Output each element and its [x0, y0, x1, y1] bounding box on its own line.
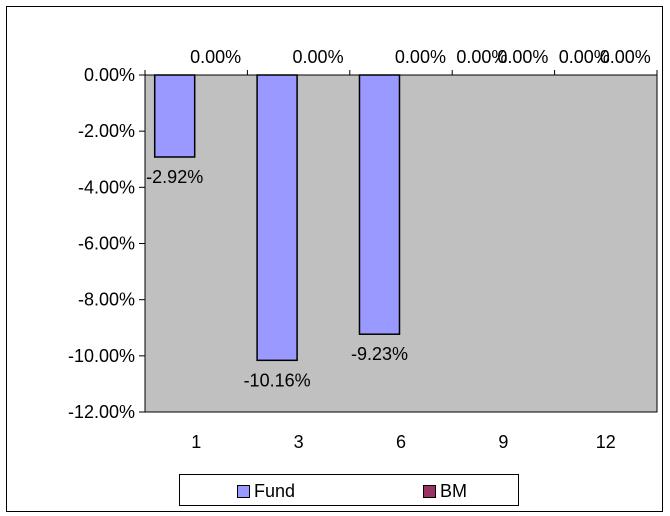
bars: [153, 74, 401, 362]
legend-label-bm: BM: [440, 481, 467, 501]
legend: Fund BM: [179, 474, 519, 506]
legend-label-fund: Fund: [254, 481, 296, 501]
plot-area: [144, 74, 658, 413]
legend-item-bm: BM: [423, 481, 467, 502]
x-tick-label: 9: [498, 432, 508, 452]
y-axis: 0.00% -2.00% -4.00% -6.00% -8.00% -10.00% -12.…: [68, 65, 146, 422]
data-labels: -2.92%-10.16%-9.23%0.00% 0.00%0.00% 0.00% 0…: [146, 47, 651, 390]
data-label: -10.16%: [244, 370, 311, 390]
y-tick-label: 0.00%: [84, 65, 135, 85]
data-label: -9.23%: [351, 344, 408, 364]
legend-item-fund: Fund: [237, 481, 295, 502]
x-axis: 1 3 6 9 12: [144, 70, 658, 452]
y-tick-label: -4.00%: [78, 177, 135, 197]
y-tick-label: -6.00%: [78, 234, 135, 254]
data-label: 0.00%: [600, 47, 651, 67]
y-tick-label: -8.00%: [78, 290, 135, 310]
x-tick-label: 6: [396, 432, 406, 452]
x-tick-label: 12: [596, 432, 616, 452]
bar-fund-1: [153, 74, 196, 158]
y-tick-label: -10.00%: [68, 346, 135, 366]
data-label: 0.00%: [395, 47, 446, 67]
x-tick-label: 3: [294, 432, 304, 452]
y-tick-label: -12.00%: [68, 402, 135, 422]
data-label: 0.00%: [559, 47, 610, 67]
data-label: -2.92%: [146, 167, 203, 187]
data-label: 0.00%: [190, 47, 241, 67]
legend-swatch-fund: [237, 485, 250, 498]
y-tick-label: -2.00%: [78, 121, 135, 141]
x-tick-label: 1: [191, 432, 201, 452]
data-label: 0.00%: [497, 47, 548, 67]
bar-fund-3: [256, 74, 298, 362]
legend-swatch-bm: [423, 485, 436, 498]
bar-fund-6: [358, 74, 401, 335]
data-label: 0.00%: [456, 47, 507, 67]
data-label: 0.00%: [293, 47, 344, 67]
